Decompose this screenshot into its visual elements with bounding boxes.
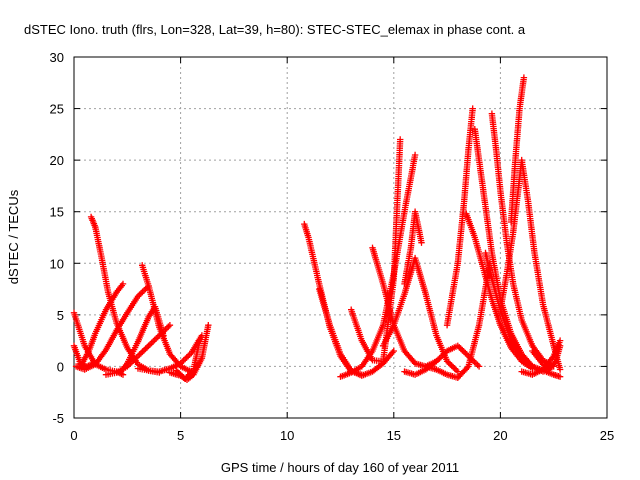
y-tick-label: 25: [50, 102, 64, 117]
x-tick-label: 20: [493, 428, 507, 443]
x-tick-label: 5: [177, 428, 184, 443]
x-tick-label: 0: [70, 428, 77, 443]
y-axis-label: dSTEC / TECUs: [6, 189, 21, 284]
series-29: [529, 342, 564, 373]
series-markers: [87, 213, 163, 376]
y-tick-label: 0: [57, 359, 64, 374]
series-12: [301, 220, 365, 378]
y-tick-label: 20: [50, 153, 64, 168]
series-5: [87, 213, 163, 376]
series-19: [401, 208, 425, 288]
series-25: [488, 110, 557, 370]
series-27: [507, 74, 528, 226]
x-tick-label: 15: [387, 428, 401, 443]
series-markers: [173, 336, 203, 382]
y-tick-label: 15: [50, 205, 64, 220]
ticks: 0 5 10 15 20 25 -5 0 5 10 15 20 25 30: [50, 50, 615, 443]
series-layer: [70, 74, 564, 383]
series-26: [497, 156, 564, 373]
x-tick-label: 25: [600, 428, 614, 443]
series-markers: [443, 105, 476, 329]
series-markers: [401, 208, 425, 288]
gridlines: [74, 57, 607, 418]
series-markers: [488, 110, 557, 370]
plot-frame: [73, 56, 608, 419]
y-tick-label: 5: [57, 308, 64, 323]
series-11: [173, 336, 203, 382]
x-tick-label: 10: [280, 428, 294, 443]
series-markers: [507, 74, 528, 226]
series-21: [443, 105, 476, 329]
series-markers: [301, 220, 365, 378]
chart-title: dSTEC Iono. truth (flrs, Lon=328, Lat=39…: [24, 22, 526, 37]
series-markers: [529, 342, 564, 373]
y-tick-label: 10: [50, 256, 64, 271]
y-tick-label: 30: [50, 50, 64, 65]
x-axis-label: GPS time / hours of day 160 of year 2011: [221, 460, 459, 475]
series-markers: [497, 156, 564, 373]
y-tick-label: -5: [52, 411, 64, 426]
series-markers: [134, 332, 206, 375]
series-9: [134, 332, 206, 375]
